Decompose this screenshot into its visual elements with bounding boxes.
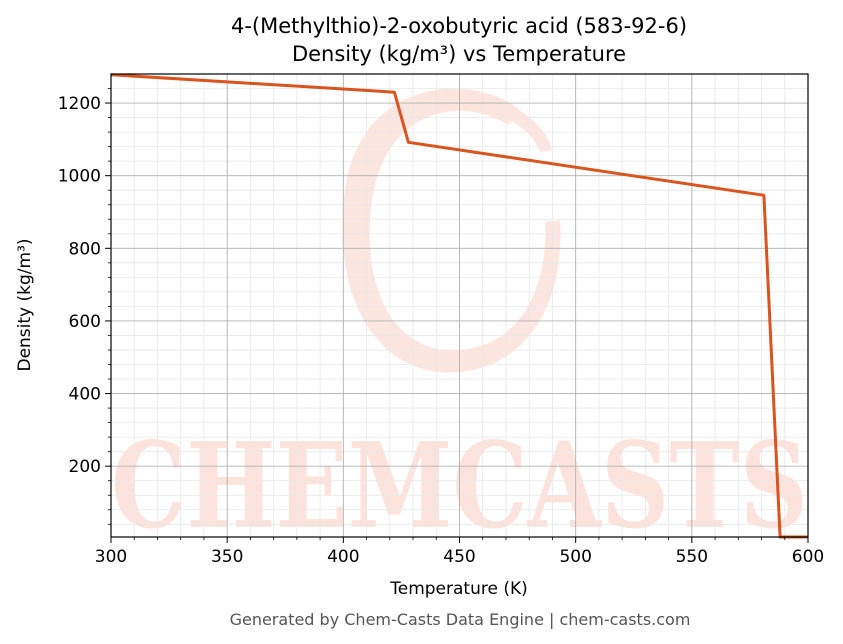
chart-title-line1: 4-(Methylthio)-2-oxobutyric acid (583-92… (231, 14, 687, 38)
x-axis-label: Temperature (K) (389, 579, 528, 599)
y-tick-label: 600 (69, 312, 101, 332)
watermark-swirl-top (430, 93, 552, 152)
x-tick-label: 450 (443, 547, 475, 567)
x-tick-label: 350 (211, 547, 243, 567)
x-tick-label: 500 (559, 547, 591, 567)
x-tick-label: 300 (95, 547, 127, 567)
y-tick-label: 400 (69, 385, 101, 405)
x-tick-label: 550 (676, 547, 708, 567)
x-tick-label: 600 (792, 547, 824, 567)
grid (110, 74, 809, 537)
chart-title-line2: Density (kg/m³) vs Temperature (292, 42, 626, 66)
y-tick-label: 1200 (58, 94, 101, 114)
x-tick-label: 400 (327, 547, 359, 567)
footer-credit: Generated by Chem-Casts Data Engine | ch… (230, 610, 691, 629)
y-tick-label: 800 (69, 239, 101, 259)
y-axis-label: Density (kg/m³) (15, 238, 35, 371)
y-tick-label: 1000 (58, 167, 101, 187)
ticks: 300 350 400 450 500 550 600 200 400 600 800 1000 120… (58, 88, 824, 567)
y-tick-label: 200 (69, 457, 101, 477)
